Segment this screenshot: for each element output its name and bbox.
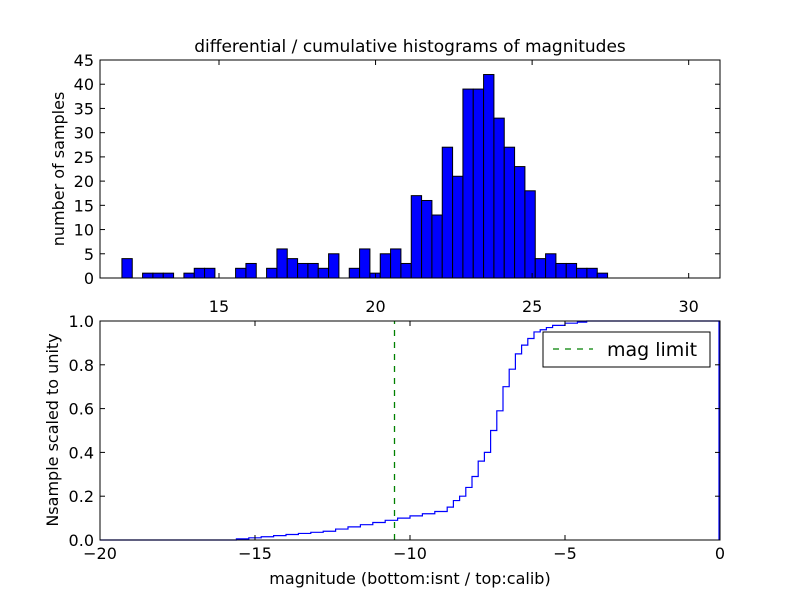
bottom-y-tick-label: 0.0: [69, 531, 94, 550]
top-y-tick-label: 5: [84, 245, 94, 264]
histogram-bar: [142, 272, 154, 279]
histogram-bar: [421, 199, 433, 279]
bottom-x-tick-label: −20: [83, 544, 117, 563]
top-x-tick-label: 15: [209, 297, 229, 316]
histogram-bar: [348, 267, 361, 279]
bottom-x-tick-label: −15: [238, 544, 272, 563]
histogram-bar: [183, 272, 195, 279]
histogram-bar: [545, 253, 557, 279]
bottom-x-axis-ticks: −20 −15 −10 −5 0: [83, 321, 725, 563]
histogram-bar: [328, 253, 340, 279]
cumulative-step-line: [100, 320, 720, 541]
top-y-tick-label: 0: [84, 269, 94, 288]
bottom-y-tick-label: 0.8: [69, 356, 94, 375]
top-y-axis-ticks: 0 5 10 15 20 25 30 35 40 45: [74, 51, 720, 288]
histogram-bar: [586, 267, 598, 279]
histogram-bar: [390, 248, 402, 279]
top-x-tick-label: 30: [679, 297, 699, 316]
histogram-bar: [266, 267, 278, 279]
figure-title: differential / cumulative histograms of …: [194, 37, 626, 57]
histogram-bar: [493, 117, 505, 279]
top-y-tick-label: 15: [74, 196, 94, 215]
top-histogram-bars: [121, 74, 609, 279]
histogram-bar: [483, 74, 495, 279]
histogram-bar: [555, 262, 567, 279]
histogram-bar: [121, 258, 133, 279]
histogram-bar: [431, 214, 443, 279]
histogram-bar: [410, 195, 423, 279]
top-y-tick-label: 10: [74, 221, 94, 240]
bottom-y-axis-label: Nsample scaled to unity: [43, 333, 62, 526]
histogram-bar: [462, 88, 474, 279]
legend-label-mag-limit: mag limit: [607, 339, 697, 361]
histogram-bar: [524, 190, 536, 279]
histogram-bar: [472, 88, 485, 279]
top-y-tick-label: 20: [74, 172, 94, 191]
histogram-bar: [317, 267, 330, 279]
bottom-y-tick-label: 0.2: [69, 487, 94, 506]
bottom-y-axis-ticks: 0.0 0.2 0.4 0.6 0.8 1.0: [69, 312, 720, 550]
histogram-bar: [534, 258, 547, 279]
histogram-bar: [193, 267, 206, 279]
histogram-bar: [152, 272, 164, 279]
top-x-axis-ticks: 15 20 25 30: [209, 60, 699, 316]
histogram-bar: [245, 262, 257, 279]
histogram-bar: [514, 166, 526, 279]
top-y-tick-label: 25: [74, 148, 94, 167]
top-plot-frame: [99, 59, 721, 279]
bottom-x-axis-label: magnitude (bottom:isnt / top:calib): [269, 569, 550, 588]
bottom-y-tick-label: 0.6: [69, 400, 94, 419]
top-histogram-panel: 15 20 25 30 0 5 10 15 20 25 30 35 40 45 number of sa…: [49, 51, 721, 316]
histogram-bar: [400, 262, 412, 279]
histogram-bar: [596, 272, 609, 279]
histogram-bar: [276, 248, 288, 279]
histogram-bar: [379, 253, 392, 279]
top-x-tick-label: 20: [365, 297, 385, 316]
bottom-y-tick-label: 0.4: [69, 443, 94, 462]
histogram-bar: [162, 272, 175, 279]
top-y-tick-label: 30: [74, 124, 94, 143]
bottom-x-tick-label: −10: [393, 544, 427, 563]
histogram-bar: [565, 262, 578, 279]
legend: mag limit: [542, 331, 711, 368]
bottom-series-lines: [100, 320, 720, 541]
histogram-bar: [307, 262, 319, 279]
top-y-tick-label: 45: [74, 51, 94, 70]
top-y-axis-label: number of samples: [49, 92, 68, 247]
bottom-cumulative-panel: −20 −15 −10 −5 0 0.0 0.2 0.4 0.6 0.8 1.0 magnitud…: [43, 312, 725, 588]
histogram-bar: [441, 146, 454, 279]
top-x-tick-label: 25: [522, 297, 542, 316]
bottom-y-tick-label: 1.0: [69, 312, 94, 331]
top-y-tick-label: 40: [74, 75, 94, 94]
top-plot-area: [100, 60, 720, 278]
bottom-x-tick-label: −5: [553, 544, 577, 563]
histogram-bar: [503, 146, 516, 279]
histogram-bar: [235, 267, 247, 279]
histogram-bar: [452, 175, 464, 279]
histogram-bar: [576, 267, 588, 279]
bottom-x-tick-label: 0: [715, 544, 725, 563]
histogram-bar: [297, 262, 309, 279]
histogram-bar: [359, 248, 371, 279]
histogram-bar: [204, 267, 216, 279]
top-y-tick-label: 35: [74, 99, 94, 118]
histogram-bar: [286, 258, 299, 279]
